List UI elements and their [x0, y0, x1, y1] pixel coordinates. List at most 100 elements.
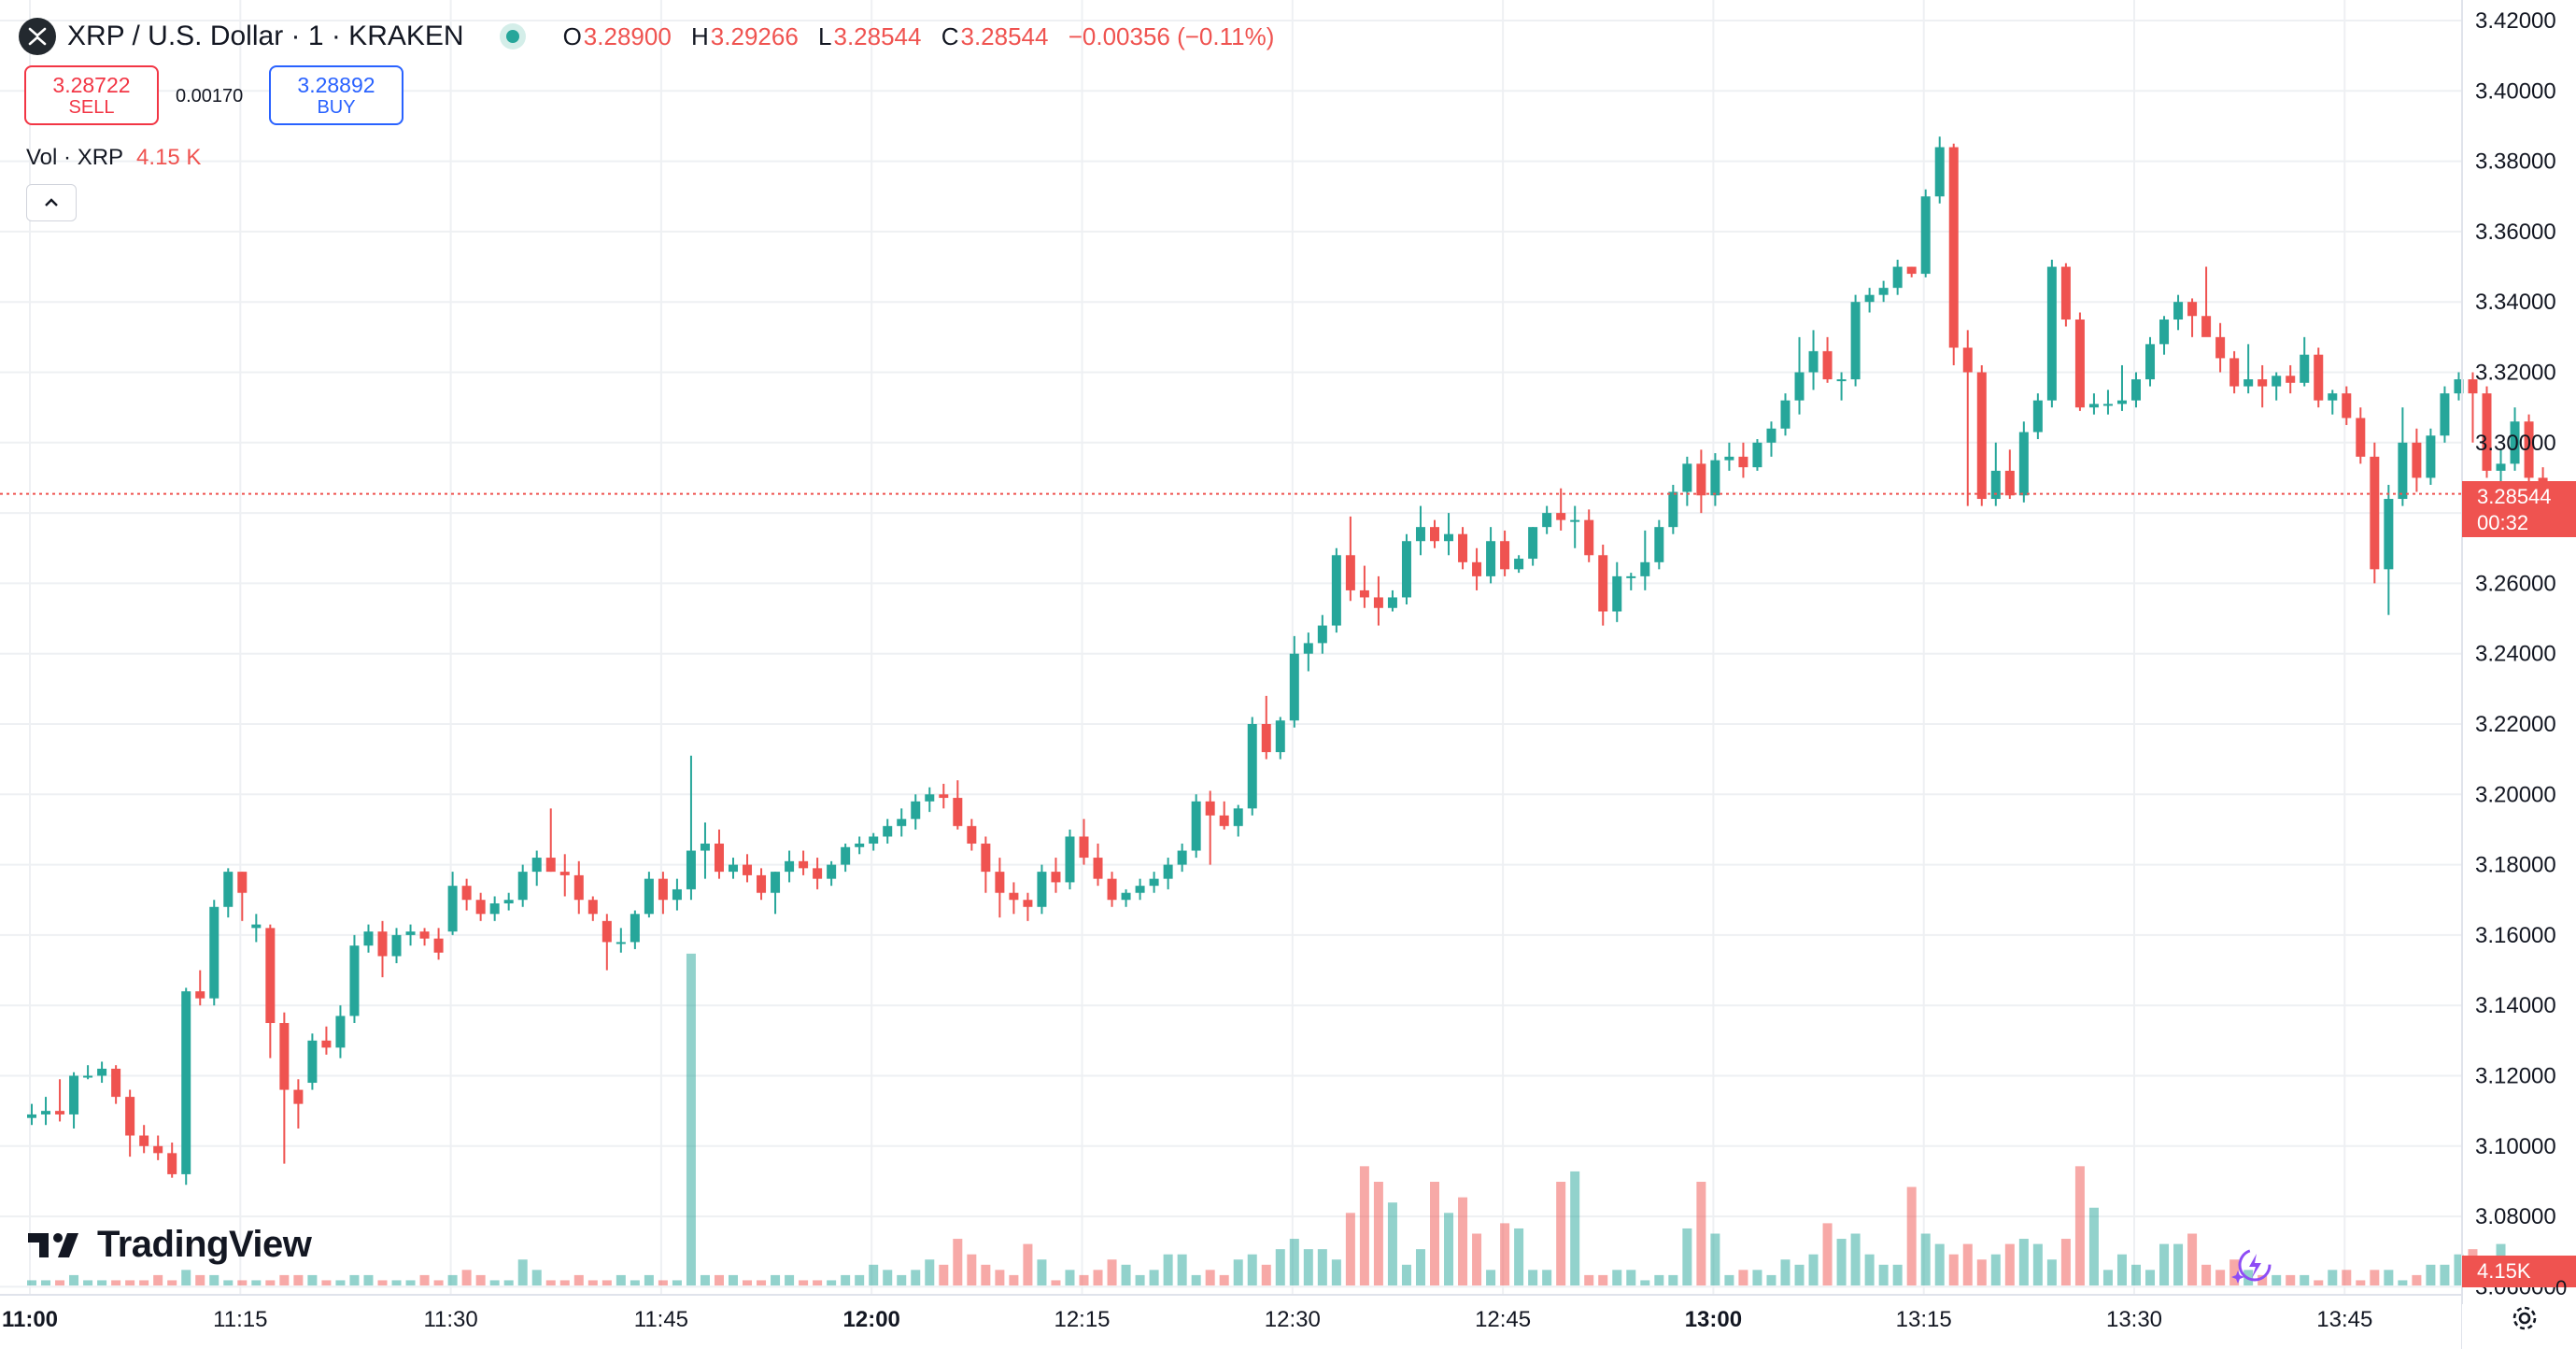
buy-price: 3.28892 [297, 73, 375, 97]
volume-bar [1570, 1171, 1580, 1285]
volume-bar [1920, 1233, 1931, 1285]
volume-bar [2398, 1280, 2408, 1285]
candle-body [307, 1040, 318, 1084]
ohlc-legend: O3.28900 H3.29266 L3.28544 C3.28544 −0.0… [563, 22, 1288, 51]
candle-body [1121, 892, 1131, 901]
volume-bar [1317, 1249, 1327, 1285]
candle-body [433, 938, 444, 953]
volume-bar [813, 1280, 823, 1285]
volume-bar [265, 1280, 276, 1285]
volume-bar [587, 1280, 598, 1285]
volume-bar [1822, 1223, 1833, 1285]
volume-bar [1458, 1197, 1468, 1285]
volume-bar [573, 1274, 584, 1285]
volume-bar [27, 1280, 36, 1285]
volume-bar [1430, 1182, 1439, 1285]
candle-body [2286, 376, 2296, 383]
candle-body [2145, 344, 2156, 380]
candle-body [2018, 432, 2029, 496]
candle-body [1892, 266, 1903, 289]
volume-bar [644, 1274, 654, 1285]
tradingview-logo[interactable]: TradingView [28, 1224, 312, 1266]
volume-bar [1542, 1270, 1552, 1285]
volume-bar [1738, 1270, 1748, 1285]
price-tick-label: 3.08000 [2475, 1204, 2556, 1229]
candle-body [349, 945, 360, 1016]
candle-body [799, 860, 809, 869]
candle-body [181, 991, 191, 1174]
buy-button[interactable]: 3.28892 BUY [269, 65, 403, 125]
candle-body [1626, 575, 1636, 578]
candle-body [1387, 597, 1397, 608]
candle-body [869, 836, 879, 845]
candle-body [517, 872, 528, 901]
candle-body [363, 931, 374, 946]
volume-bar [363, 1274, 374, 1285]
volume-bars [27, 953, 2548, 1285]
candle-body [153, 1145, 163, 1154]
volume-bar [1303, 1249, 1313, 1285]
time-tick-label: 13:15 [1896, 1307, 1952, 1332]
candle-body [1752, 442, 1762, 468]
candle-body [630, 914, 640, 943]
price-tick-label: 3.14000 [2475, 993, 2556, 1018]
collapse-legend-button[interactable] [26, 184, 77, 221]
candle-body [1037, 872, 1047, 907]
volume-bar [2131, 1264, 2141, 1285]
candle-body [545, 858, 556, 873]
tradingview-logo-icon [28, 1232, 78, 1257]
gear-icon[interactable] [2509, 1302, 2541, 1334]
candle-body [1023, 900, 1033, 907]
volume-bar [2384, 1270, 2394, 1285]
candle-body [83, 1075, 93, 1078]
volume-bar [377, 1280, 388, 1285]
volume-bar [2018, 1239, 2029, 1285]
symbol-header[interactable]: XRP / U.S. Dollar · 1 · KRAKEN O3.28900 … [19, 13, 1287, 60]
candle-body [1289, 653, 1299, 721]
candle-body [2032, 400, 2043, 433]
candle-body [1009, 892, 1019, 901]
candle-body [1177, 850, 1187, 865]
candle-body [237, 872, 248, 893]
candle-body [757, 874, 767, 893]
sparkle-icon[interactable] [2230, 1242, 2275, 1287]
volume-bar [237, 1280, 248, 1285]
volume-bar [153, 1274, 163, 1285]
volume-bar [1275, 1249, 1285, 1285]
candle-body [1135, 886, 1145, 893]
candle-body [729, 864, 738, 873]
time-tick-label: 12:30 [1265, 1307, 1321, 1332]
price-tick-label: 3.40000 [2475, 78, 2556, 104]
volume-bar [1766, 1274, 1776, 1285]
candle-body [405, 931, 416, 935]
volume-bar [1850, 1233, 1861, 1285]
sell-button[interactable]: 3.28722 SELL [24, 65, 159, 125]
candle-body [1261, 724, 1271, 753]
candle-body [2173, 302, 2184, 320]
time-tick-label: 12:45 [1475, 1307, 1531, 1332]
volume-bar [1359, 1166, 1369, 1285]
volume-bar [2258, 1274, 2268, 1285]
price-tick-label: 3.36000 [2475, 220, 2556, 245]
candle-body [1948, 147, 1959, 348]
volume-bar [1079, 1274, 1089, 1285]
price-tick-label: 3.16000 [2475, 923, 2556, 948]
candle-body [1906, 266, 1917, 275]
price-tick-label: 3.12000 [2475, 1064, 2556, 1089]
sell-price: 3.28722 [52, 73, 131, 97]
chart-grid [0, 0, 2462, 1295]
price-tick-label: 3.38000 [2475, 149, 2556, 175]
volume-bar [1584, 1274, 1594, 1285]
candle-body [1710, 460, 1720, 496]
volume-bar [531, 1270, 542, 1285]
volume-bar [2116, 1254, 2127, 1285]
volume-bar [2272, 1274, 2282, 1285]
candle-body [1500, 541, 1510, 570]
candle-body [911, 801, 921, 819]
candle-body [1205, 801, 1215, 816]
volume-bar [503, 1280, 514, 1285]
volume-bar [461, 1270, 472, 1285]
logo-text: TradingView [97, 1224, 312, 1265]
volume-bar [1163, 1254, 1173, 1285]
